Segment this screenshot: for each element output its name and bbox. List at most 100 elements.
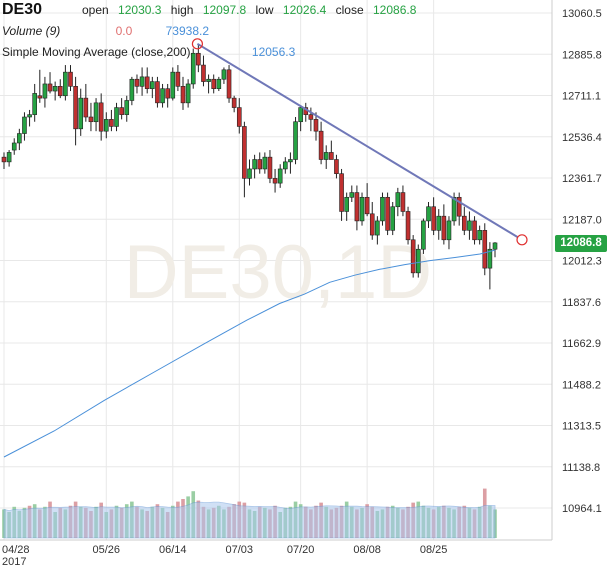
price-tick-label: 12012.3 <box>562 256 602 268</box>
candle-body <box>446 220 452 241</box>
time-tick-label: 07/03 <box>226 544 254 556</box>
candle-body <box>390 206 396 231</box>
high-label: high <box>170 3 194 17</box>
candle-body <box>236 107 242 127</box>
low-label: low <box>255 3 274 17</box>
time-tick-label: 08/25 <box>420 544 448 556</box>
candle-body <box>308 114 314 120</box>
time-tick-label: 07/20 <box>287 544 315 556</box>
candle-body <box>185 83 191 104</box>
candle-body <box>211 78 216 89</box>
candle-body <box>17 133 22 144</box>
candle-body <box>318 130 324 160</box>
candle-body <box>155 81 160 104</box>
candle-body <box>22 116 27 134</box>
candle-body <box>283 161 288 170</box>
candle-body <box>410 239 416 274</box>
candle-body <box>298 107 303 123</box>
candle-body <box>134 78 140 87</box>
candle-body <box>375 220 380 236</box>
candle-body <box>272 178 278 184</box>
candle-body <box>293 121 298 160</box>
price-tick-label: 13060.5 <box>562 8 602 20</box>
candle-body <box>124 100 130 115</box>
candle-body <box>441 215 447 241</box>
candle-body <box>247 168 252 179</box>
trendline-handle-end[interactable] <box>516 234 528 246</box>
candle-body <box>144 76 150 89</box>
candle-body <box>492 242 498 250</box>
candle-body <box>344 196 349 212</box>
candle-layer <box>1 43 498 290</box>
candle-body <box>231 97 237 108</box>
candle-body <box>206 78 211 82</box>
candle-body <box>1 156 7 163</box>
price-tick-label: 12711.1 <box>562 91 601 103</box>
candle-body <box>129 78 135 101</box>
price-axis: 13060.5 12885.8 12711.1 12536.4 12361.7 12187… <box>551 0 602 540</box>
price-tick-label: 12885.8 <box>562 49 602 61</box>
candle-body <box>323 152 329 160</box>
price-tick-label: 12361.7 <box>562 173 602 185</box>
candle-body <box>78 97 84 130</box>
candle-body <box>472 220 477 241</box>
candle-body <box>359 196 365 222</box>
candle-body <box>57 86 63 97</box>
trend-line <box>196 42 523 241</box>
candle-body <box>451 196 457 222</box>
candle-body <box>487 248 493 269</box>
candle-body <box>175 71 181 87</box>
candle-body <box>400 192 406 212</box>
low-value: 12026.4 <box>282 3 327 17</box>
time-tick-label: 08/08 <box>353 544 381 556</box>
candle-body <box>88 116 94 123</box>
sma-value: 12056.3 <box>251 45 296 59</box>
candle-body <box>42 83 48 99</box>
candle-body <box>119 107 124 115</box>
candle-body <box>27 114 32 118</box>
candle-body <box>139 76 145 87</box>
candle-body <box>32 93 37 115</box>
candle-body <box>47 83 53 92</box>
price-tick-label: 11662.9 <box>562 338 601 350</box>
candle-body <box>93 102 99 123</box>
trendline-handle-start[interactable] <box>191 38 204 50</box>
candle-body <box>11 142 17 151</box>
candle-body <box>150 81 155 89</box>
candle-body <box>288 159 293 163</box>
symbol-title: DE30 <box>2 1 43 18</box>
open-value: 12030.3 <box>118 3 162 17</box>
price-tick-label: 11837.6 <box>562 297 601 309</box>
volume-average-area <box>3 501 496 539</box>
candle-body <box>170 71 176 99</box>
candle-body <box>98 102 104 132</box>
candle-body <box>262 156 268 170</box>
candle-body <box>436 215 442 231</box>
price-tick-label: 11313.5 <box>562 421 601 433</box>
candle-body <box>83 97 89 118</box>
volume-layer <box>2 488 497 539</box>
watermark-text: DE30,1D <box>124 230 432 315</box>
last-price-badge: 12086.8 <box>555 235 607 252</box>
price-tick-label: 11488.2 <box>562 379 601 391</box>
candle-body <box>364 196 370 215</box>
candle-body <box>257 159 263 170</box>
candle-body <box>226 69 232 99</box>
candle-body <box>267 156 273 179</box>
candle-body <box>52 86 58 92</box>
candle-body <box>68 71 73 87</box>
candle-body <box>426 206 431 222</box>
candle-body <box>415 248 421 274</box>
candle-body <box>221 69 227 80</box>
candle-body <box>63 71 68 97</box>
candle-body <box>242 126 247 179</box>
candle-body <box>467 220 472 231</box>
candle-body <box>6 152 12 163</box>
candle-body <box>180 86 186 104</box>
price-tick-label: 12536.4 <box>562 132 602 144</box>
candle-body <box>477 230 482 241</box>
candle-body <box>103 119 109 132</box>
candle-body <box>456 196 462 217</box>
